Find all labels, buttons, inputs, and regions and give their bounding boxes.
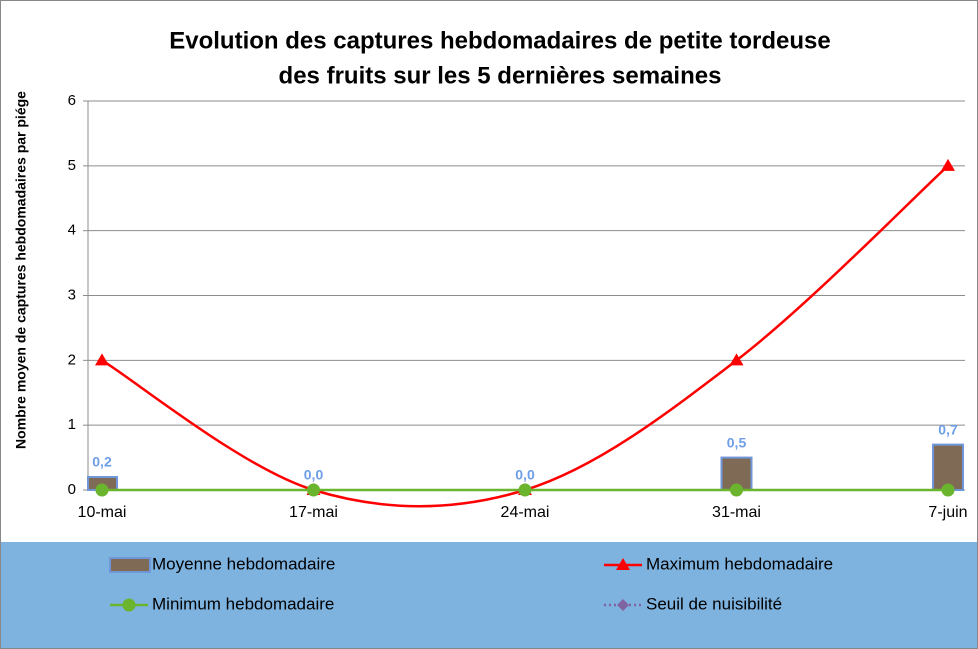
data-label: 0,2 [92, 454, 112, 470]
marker [307, 483, 320, 497]
marker [518, 483, 532, 497]
marker [730, 483, 743, 497]
legend-swatch [109, 557, 151, 573]
y-tick-label: 3 [68, 286, 76, 303]
marker [95, 353, 109, 366]
y-tick-label: 2 [68, 351, 76, 368]
marker [95, 483, 109, 497]
x-tick-label: 7-juin [928, 504, 967, 521]
y-tick-label: 6 [68, 92, 76, 109]
y-tick-label: 5 [68, 157, 76, 174]
marker [616, 558, 630, 570]
x-tick-label: 31-mai [712, 504, 761, 521]
chart-title: Evolution des captures hebdomadaires de … [169, 27, 831, 54]
data-label: 0,5 [727, 434, 747, 450]
y-tick-label: 0 [68, 481, 76, 498]
data-label: 0,7 [938, 421, 958, 437]
y-axis-label: Nombre moyen de captures hebdomadaires p… [13, 91, 29, 449]
x-tick-label: 17-mai [289, 504, 338, 521]
marker [617, 599, 629, 611]
marker [122, 598, 136, 612]
x-tick-label: 10-mai [78, 504, 127, 521]
legend-label: Maximum hebdomadaire [646, 554, 833, 573]
legend-label: Moyenne hebdomadaire [152, 554, 335, 573]
marker [729, 353, 744, 366]
x-tick-label: 24-mai [501, 504, 550, 521]
y-tick-label: 1 [68, 416, 76, 433]
marker [941, 483, 955, 497]
legend-box [1, 542, 977, 648]
legend-label: Seuil de nuisibilité [646, 594, 782, 613]
data-label: 0,0 [304, 467, 324, 483]
chart-title: des fruits sur les 5 dernières semaines [279, 62, 722, 89]
bar [932, 443, 964, 492]
y-tick-label: 4 [68, 222, 76, 239]
data-label: 0,0 [515, 467, 535, 483]
marker [941, 158, 955, 171]
legend-label: Minimum hebdomadaire [152, 594, 334, 613]
